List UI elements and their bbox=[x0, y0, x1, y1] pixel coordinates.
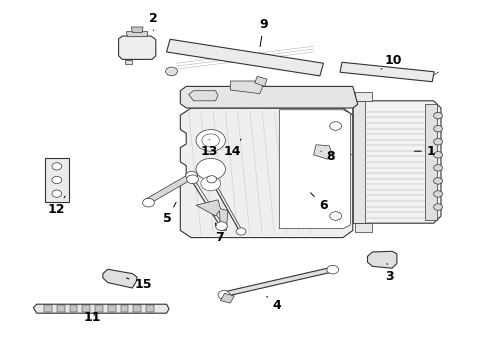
Polygon shape bbox=[355, 92, 372, 101]
Polygon shape bbox=[44, 305, 52, 312]
Circle shape bbox=[201, 176, 220, 191]
Circle shape bbox=[196, 158, 225, 180]
Text: 14: 14 bbox=[224, 139, 242, 158]
Polygon shape bbox=[180, 86, 358, 108]
Polygon shape bbox=[126, 32, 148, 37]
Polygon shape bbox=[95, 305, 103, 312]
Circle shape bbox=[207, 176, 217, 183]
Polygon shape bbox=[145, 173, 194, 205]
Polygon shape bbox=[368, 251, 397, 268]
Circle shape bbox=[434, 126, 442, 132]
Circle shape bbox=[434, 139, 442, 145]
Polygon shape bbox=[353, 101, 365, 223]
Polygon shape bbox=[131, 27, 143, 32]
Polygon shape bbox=[146, 305, 154, 312]
Text: 12: 12 bbox=[48, 196, 65, 216]
Polygon shape bbox=[340, 62, 434, 82]
Polygon shape bbox=[220, 293, 234, 303]
Text: 5: 5 bbox=[163, 202, 176, 225]
Circle shape bbox=[166, 67, 177, 76]
Polygon shape bbox=[189, 91, 218, 101]
Text: 8: 8 bbox=[321, 150, 335, 163]
Text: 11: 11 bbox=[83, 311, 101, 324]
Text: 2: 2 bbox=[149, 12, 158, 31]
Polygon shape bbox=[45, 158, 69, 202]
Circle shape bbox=[202, 134, 220, 147]
Polygon shape bbox=[119, 36, 156, 59]
Circle shape bbox=[186, 171, 197, 180]
Text: 10: 10 bbox=[381, 54, 402, 69]
Polygon shape bbox=[180, 108, 353, 238]
Circle shape bbox=[216, 222, 227, 230]
Polygon shape bbox=[255, 76, 267, 86]
Text: 6: 6 bbox=[311, 193, 328, 212]
Circle shape bbox=[236, 228, 246, 235]
Text: 15: 15 bbox=[126, 278, 152, 291]
Circle shape bbox=[434, 165, 442, 171]
Text: 1: 1 bbox=[415, 145, 436, 158]
Polygon shape bbox=[33, 304, 169, 313]
Polygon shape bbox=[355, 223, 372, 232]
Polygon shape bbox=[125, 60, 132, 64]
Circle shape bbox=[187, 175, 198, 184]
Polygon shape bbox=[167, 39, 323, 76]
Polygon shape bbox=[57, 305, 65, 312]
Polygon shape bbox=[425, 104, 437, 220]
Polygon shape bbox=[121, 305, 128, 312]
Polygon shape bbox=[353, 101, 441, 223]
Circle shape bbox=[52, 163, 62, 170]
Polygon shape bbox=[314, 145, 332, 159]
Text: 3: 3 bbox=[385, 264, 394, 283]
Circle shape bbox=[196, 130, 225, 151]
Text: 7: 7 bbox=[215, 223, 224, 244]
Polygon shape bbox=[222, 267, 333, 297]
Polygon shape bbox=[82, 305, 90, 312]
Circle shape bbox=[434, 177, 442, 184]
Polygon shape bbox=[103, 269, 137, 288]
Circle shape bbox=[434, 204, 442, 210]
Text: 4: 4 bbox=[267, 296, 281, 312]
Polygon shape bbox=[108, 305, 116, 312]
Polygon shape bbox=[196, 200, 228, 230]
Circle shape bbox=[434, 191, 442, 197]
Circle shape bbox=[327, 265, 339, 274]
Circle shape bbox=[52, 176, 62, 184]
Circle shape bbox=[218, 291, 230, 299]
Circle shape bbox=[330, 212, 342, 220]
Circle shape bbox=[143, 198, 154, 207]
Polygon shape bbox=[279, 110, 350, 229]
Text: 9: 9 bbox=[259, 18, 268, 46]
Circle shape bbox=[434, 112, 442, 119]
Text: 13: 13 bbox=[200, 140, 218, 158]
Circle shape bbox=[434, 152, 442, 158]
Polygon shape bbox=[70, 305, 77, 312]
Circle shape bbox=[330, 122, 342, 130]
Polygon shape bbox=[230, 81, 262, 94]
Circle shape bbox=[52, 190, 62, 197]
Polygon shape bbox=[133, 305, 141, 312]
